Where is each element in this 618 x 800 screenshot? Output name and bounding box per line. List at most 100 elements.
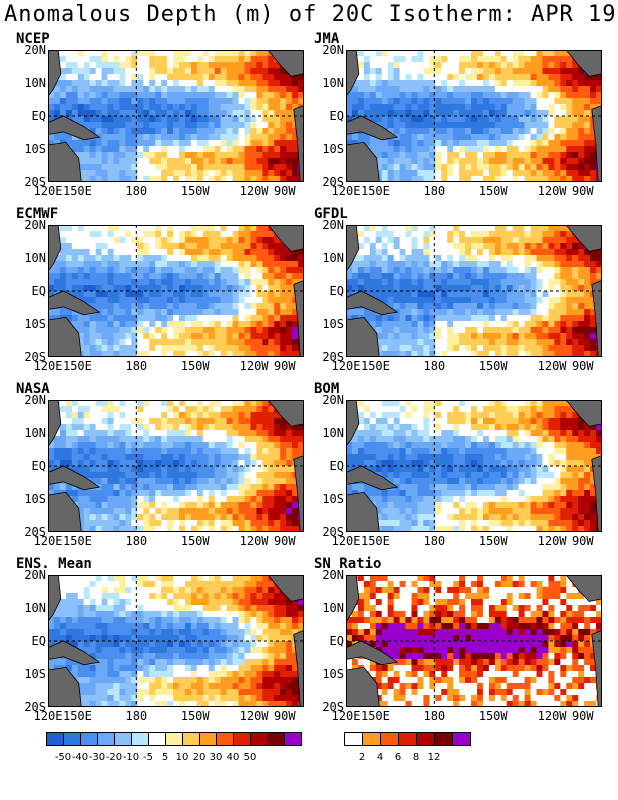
field-cell [530,243,538,250]
field-cell [292,345,299,352]
field-cell [89,466,97,473]
field-cell [453,351,460,357]
field-cell [548,400,555,407]
field-cell [476,321,484,328]
field-cell [250,62,257,69]
field-cell [518,170,526,177]
field-cell [256,279,263,286]
lat-label: 10N [24,426,46,440]
lat-label: 20N [322,218,344,232]
field-cell [381,255,389,262]
field-cell [292,315,299,322]
field-cell [196,448,204,455]
field-cell [208,327,216,334]
field-cell [232,146,240,153]
field-cell [566,315,573,322]
field-cell [196,285,204,292]
field-cell [363,231,371,238]
field-cell [125,478,132,485]
field-cell [512,128,520,135]
field-cell [161,273,168,280]
field-cell [548,406,555,413]
field-cell [71,225,79,232]
field-cell [482,170,490,177]
field-cell [238,454,246,461]
field-cell [167,526,174,532]
field-cell [518,267,526,274]
field-cell [155,80,162,87]
field-cell [381,231,389,238]
field-cell [459,140,466,147]
field-cell [488,321,496,328]
field-cell [184,478,192,485]
field-cell [125,158,132,165]
field-cell [566,327,573,334]
field-cell [286,146,293,153]
field-cell [137,152,144,159]
field-cell [423,62,430,69]
field-cell [554,309,561,316]
field-cell [536,122,544,129]
field-cell [113,424,121,431]
field-cell [149,231,156,238]
field-cell [435,110,442,117]
field-cell [71,267,79,274]
field-cell [536,62,544,69]
field-cell [196,418,204,425]
field-cell [250,345,257,352]
field-cell [506,339,514,346]
field-cell [387,273,395,280]
field-cell [65,80,73,87]
field-cell [465,98,472,105]
field-cell [542,243,550,250]
field-cell [95,122,103,129]
field-cell [53,92,61,99]
field-cell [262,484,269,491]
field-cell [274,74,281,81]
field-cell [447,68,454,75]
field-cell [369,261,377,268]
field-cell [89,80,97,87]
land-mass [591,279,602,357]
field-cell [417,164,424,171]
field-cell [244,502,252,509]
field-cell [208,122,216,129]
field-cell [476,225,484,232]
field-cell [202,74,210,81]
field-cell [155,508,162,515]
field-cell [429,158,436,165]
field-cell [184,237,192,244]
field-cell [125,430,132,437]
field-cell [572,98,579,105]
field-cell [77,225,85,232]
field-cell [482,116,490,123]
field-cell [167,122,174,129]
field-cell [435,164,442,171]
field-cell [536,140,544,147]
field-cell [101,237,109,244]
field-cell [524,92,532,99]
field-cell [113,231,121,238]
field-cell [262,279,269,286]
field-cell [83,508,91,515]
field-cell [381,225,389,232]
field-cell [554,98,561,105]
field-cell [381,339,389,346]
field-cell [482,86,490,93]
field-cell [274,128,281,135]
field-cell [149,321,156,328]
field-cell [53,484,61,491]
field-cell [381,140,389,147]
field-cell [107,418,115,425]
field-cell [590,134,597,141]
field-cell [494,285,502,292]
field-cell [572,285,579,292]
field-cell [202,56,210,63]
field-cell [578,339,585,346]
field-cell [435,140,442,147]
field-cell [256,400,263,407]
field-cell [202,496,210,503]
field-cell [459,406,466,413]
field-cell [274,454,281,461]
field-cell [119,176,126,182]
